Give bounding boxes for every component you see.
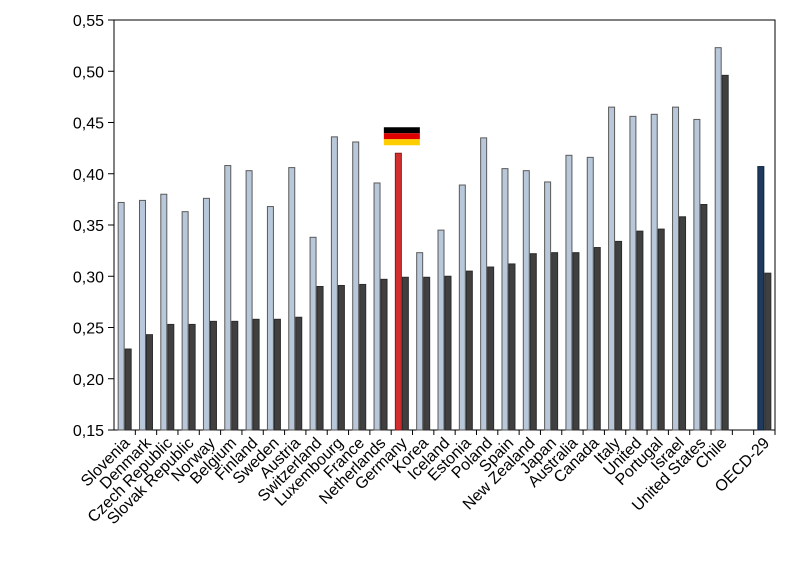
bar-italy-s2 bbox=[615, 240, 623, 431]
bar-switzerland-s1 bbox=[309, 236, 317, 431]
bar-germany-s2 bbox=[401, 276, 409, 431]
bar-united-s2 bbox=[636, 230, 644, 431]
bar-norway-s1 bbox=[202, 197, 210, 431]
y-tick-label: 0,30 bbox=[73, 269, 104, 286]
bar-france-s2 bbox=[359, 283, 367, 431]
bar-estonia-s1 bbox=[458, 184, 466, 431]
bar-israel-s2 bbox=[679, 216, 687, 431]
y-tick-label: 0,40 bbox=[73, 167, 104, 184]
bar-australia-s2 bbox=[572, 252, 580, 431]
bar-japan-s2 bbox=[551, 252, 559, 431]
flag-stripe bbox=[383, 127, 420, 134]
bar-new-zealand-s2 bbox=[529, 253, 537, 431]
bars bbox=[117, 47, 776, 435]
bar-united-states-s2 bbox=[700, 204, 708, 431]
bar-finland-s2 bbox=[252, 318, 260, 431]
bar-portugal-s2 bbox=[657, 228, 665, 431]
bar-estonia-s2 bbox=[465, 270, 473, 431]
bar-united-s1 bbox=[629, 115, 637, 431]
bar-netherlands-s1 bbox=[373, 182, 381, 431]
bar-france-s1 bbox=[352, 141, 360, 431]
y-tick-label: 0,35 bbox=[73, 218, 104, 235]
y-tick-label: 0,50 bbox=[73, 64, 104, 81]
y-tick-label: 0,25 bbox=[73, 321, 104, 338]
bar-new-zealand-s1 bbox=[522, 170, 530, 431]
bar-portugal-s1 bbox=[650, 113, 658, 431]
bar-united-states-s1 bbox=[693, 118, 701, 431]
flag-stripe bbox=[383, 133, 420, 140]
bar-sweden-s1 bbox=[266, 206, 274, 431]
bar-denmark-s2 bbox=[145, 334, 153, 431]
bar-czech-republic-s1 bbox=[160, 193, 168, 431]
bar-germany-s1 bbox=[394, 152, 402, 431]
bar-korea-s2 bbox=[423, 276, 431, 431]
bar-iceland-s2 bbox=[444, 275, 452, 431]
bar-denmark-s1 bbox=[138, 199, 146, 431]
bar-belgium-s2 bbox=[231, 320, 239, 431]
y-tick-label: 0,45 bbox=[73, 116, 104, 133]
bar-poland-s1 bbox=[480, 137, 488, 431]
bar-slovenia-s2 bbox=[124, 348, 132, 431]
flag-stripe bbox=[383, 139, 420, 146]
bar-italy-s1 bbox=[608, 106, 616, 431]
bar-spain-s2 bbox=[508, 263, 516, 431]
bar-sweden-s2 bbox=[273, 318, 281, 431]
bar-slovak-republic-s1 bbox=[181, 211, 189, 431]
bar-japan-s1 bbox=[544, 181, 552, 431]
bar-netherlands-s2 bbox=[380, 278, 388, 431]
bar-switzerland-s2 bbox=[316, 286, 324, 431]
bar-luxembourg-s1 bbox=[330, 136, 338, 431]
bar-slovenia-s1 bbox=[117, 201, 125, 431]
bar-finland-s1 bbox=[245, 170, 253, 431]
bar-canada-s2 bbox=[593, 247, 601, 431]
bar-austria-s1 bbox=[288, 167, 296, 431]
bar-belgium-s1 bbox=[224, 165, 232, 431]
bar-poland-s2 bbox=[487, 266, 495, 431]
bar-oecd-29-s2 bbox=[764, 272, 772, 431]
bar-chile-s2 bbox=[721, 74, 729, 431]
bar-israel-s1 bbox=[672, 106, 680, 431]
bar-luxembourg-s2 bbox=[337, 284, 345, 431]
y-tick-label: 0,20 bbox=[73, 372, 104, 389]
bar-korea-s1 bbox=[416, 252, 424, 431]
y-tick-label: 0,55 bbox=[73, 13, 104, 30]
bar-norway-s2 bbox=[209, 320, 217, 431]
bar-australia-s1 bbox=[565, 154, 573, 431]
bar-slovak-republic-s2 bbox=[188, 323, 196, 431]
bar-austria-s2 bbox=[295, 316, 303, 431]
bar-spain-s1 bbox=[501, 168, 509, 431]
bar-chile-s1 bbox=[714, 47, 722, 431]
bar-canada-s1 bbox=[586, 156, 594, 431]
bar-czech-republic-s2 bbox=[167, 323, 175, 431]
bar-oecd-29-s1 bbox=[757, 166, 765, 431]
bar-iceland-s1 bbox=[437, 229, 445, 431]
y-axis: 0,15 0,20 0,25 0,30 0,35 0,40 0,45 0,50 0,55 bbox=[73, 13, 114, 440]
y-tick-label: 0,15 bbox=[73, 423, 104, 440]
germany-flag-icon bbox=[383, 127, 420, 146]
